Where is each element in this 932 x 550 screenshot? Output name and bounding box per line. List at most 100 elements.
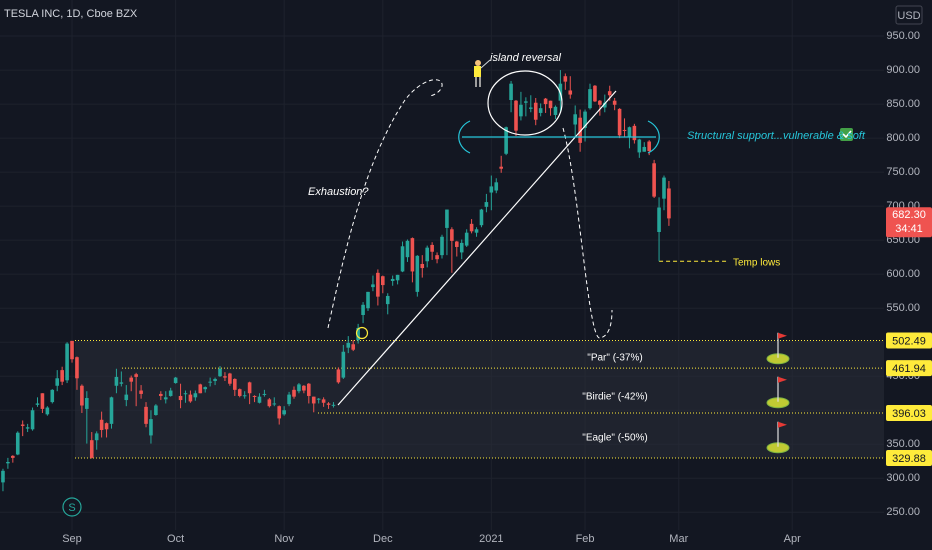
exhaustion-label: Exhaustion? [308,186,369,198]
candle-body [524,101,528,103]
price-axis: USD 250.00300.00350.00400.00450.00500.00… [62,5,932,545]
candle-body [129,377,134,382]
candle-body [30,410,35,430]
candle-body [183,393,188,395]
candle-body [662,177,666,199]
candle-body [50,389,55,403]
candle-body [454,241,459,247]
candle-body [395,274,400,281]
x-tick-label: Sep [62,533,82,545]
candle-body [178,395,183,401]
candle-body [593,85,597,102]
candle-body [159,393,163,396]
candle-body [188,394,193,402]
candle-body [15,432,20,455]
candle-body [356,327,360,341]
candle-body [60,370,64,382]
island-label: island reversal [490,52,561,64]
candle-body [445,209,449,228]
candle-body [543,98,548,105]
candle-body [420,263,425,269]
flag [778,421,787,428]
check-mark [842,130,852,139]
level-tag-label: 396.03 [892,408,926,420]
candle-body [65,343,69,381]
level-tag [886,404,932,421]
candle-body [80,385,84,406]
candle-body [583,111,587,128]
level-tag [886,360,932,377]
candle-body [25,427,30,429]
y-tick-label: 950.00 [886,30,920,42]
currency-label: USD [897,10,920,22]
candle-body [139,390,143,394]
candle-body [400,246,405,272]
candle-body [203,387,208,390]
candle-body [242,395,247,397]
last-price-label: 682.30 [892,209,926,221]
flag [778,376,787,383]
candle-body [405,240,410,258]
candle-body [208,381,212,383]
x-tick-label: Mar [669,533,688,545]
candle-body [149,419,153,436]
golfer-icon [474,59,491,87]
candle-body [637,139,642,153]
candle-body [70,340,74,360]
candle-body [307,383,311,396]
candle-body [484,202,489,207]
candle-body [390,278,395,281]
candle-body [223,376,227,378]
candle-body [381,276,385,286]
y-tick-label: 750.00 [886,166,920,178]
candle-body [479,209,484,226]
candle-body [89,440,94,458]
eagle-label: "Eagle" (-50%) [582,433,647,444]
candle-body [410,238,415,272]
candle-body [85,398,89,409]
drawings [62,59,853,517]
candle-body [588,89,592,109]
zone [75,260,884,459]
birdie-label: "Birdie" (-42%) [582,392,647,403]
candle-body [267,399,272,407]
candle-body [617,108,622,136]
y-tick-label: 600.00 [886,268,920,280]
x-tick-label: Feb [576,533,595,545]
candle-body [361,304,365,316]
candle-body [302,385,306,391]
candle-body [282,410,286,415]
candle-body [45,407,50,415]
candle-body [632,125,637,141]
countdown-label: 34:41 [895,223,923,235]
candle-body [287,394,291,405]
candle-body [218,368,222,377]
candle-body [622,129,627,131]
candle-body [114,376,119,386]
candle-body [247,382,252,394]
candle-body [277,406,282,419]
x-tick-label: Nov [274,533,294,545]
chart-title: TESLA INC, 1D, Cboe BZX [4,8,138,20]
y-tick-label: 250.00 [886,506,920,518]
candle-body [607,91,612,96]
candle-body [233,378,237,390]
candle-body [519,104,523,117]
candle-body [598,100,602,105]
candle-body [6,461,10,464]
candle-body [109,397,114,424]
candle-body [94,433,99,441]
candle-body [612,100,617,105]
candle-body [602,102,607,108]
candle-body [667,188,671,219]
support-label: Structural support...vulnerable & soft [687,130,866,142]
candle-body [346,342,351,348]
temp-lows-label: Temp lows [733,258,780,269]
candle-body [262,393,267,395]
candle-body [499,166,503,169]
candle-body [272,403,277,405]
candle-body [376,272,380,297]
y-tick-label: 800.00 [886,132,920,144]
candle-body [514,100,518,131]
candle-body [237,389,242,396]
